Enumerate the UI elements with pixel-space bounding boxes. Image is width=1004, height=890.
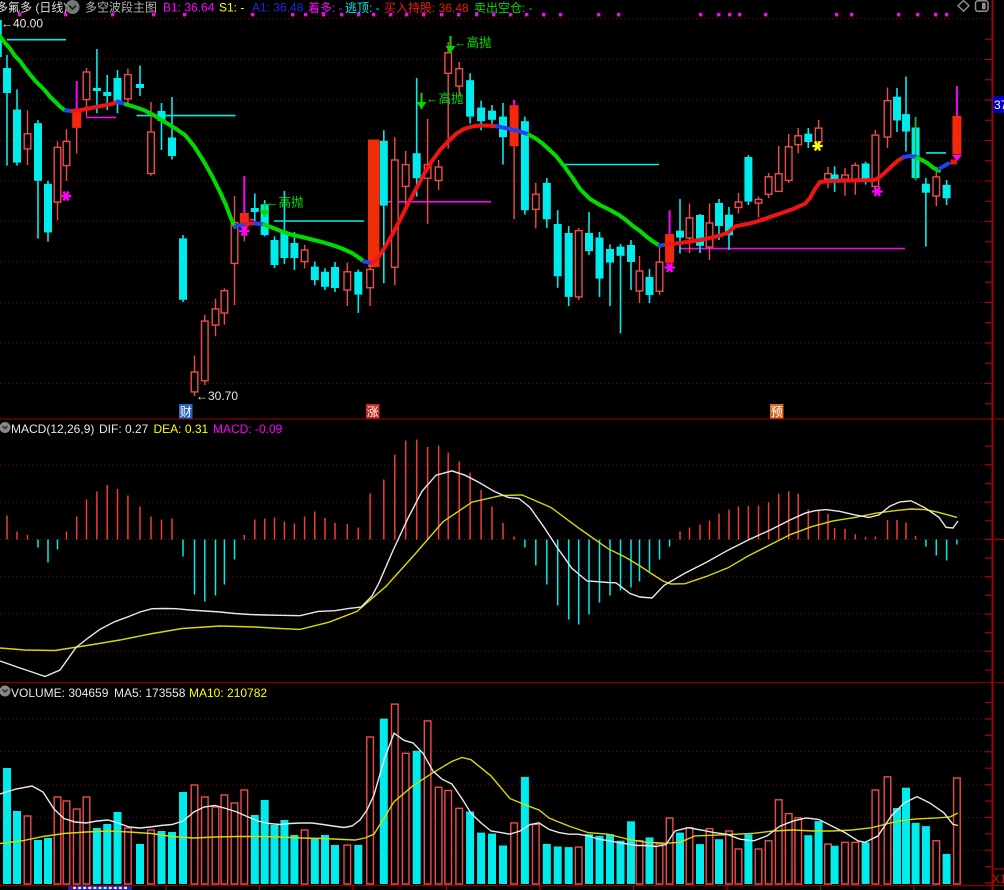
svg-text:←高抛: ←高抛 xyxy=(426,91,464,106)
svg-text:B1: 36.64: B1: 36.64 xyxy=(163,1,215,15)
svg-text:←30.70: ←30.70 xyxy=(196,389,238,403)
svg-text:多氟多 (日线): 多氟多 (日线) xyxy=(0,1,67,15)
svg-text:DEA: 0.31: DEA: 0.31 xyxy=(154,422,209,436)
svg-text:MACD(12,26,9): MACD(12,26,9) xyxy=(11,422,94,436)
svg-text:DIF: 0.27: DIF: 0.27 xyxy=(99,422,149,436)
svg-text:着多: -: 着多: - xyxy=(308,0,343,15)
svg-text:预: 预 xyxy=(771,405,783,419)
svg-text:S1: -: S1: - xyxy=(219,1,244,15)
svg-text:37: 37 xyxy=(994,98,1004,112)
svg-text:涨: 涨 xyxy=(367,404,379,419)
svg-text:MACD: -0.09: MACD: -0.09 xyxy=(213,422,283,436)
svg-text:A1: 36.48: A1: 36.48 xyxy=(252,1,304,15)
svg-text:逃顶: -: 逃顶: - xyxy=(345,1,380,15)
svg-text:←高抛: ←高抛 xyxy=(454,35,492,50)
svg-text:财: 财 xyxy=(180,405,192,419)
svg-text:←40.00: ←40.00 xyxy=(1,17,43,31)
svg-text:买入持股: 36.48: 买入持股: 36.48 xyxy=(384,0,469,15)
svg-text:MA10: 210782: MA10: 210782 xyxy=(189,686,267,700)
svg-text:←高抛: ←高抛 xyxy=(266,195,304,210)
svg-text:VOLUME: 304659: VOLUME: 304659 xyxy=(11,686,109,700)
svg-text:MA5: 173558: MA5: 173558 xyxy=(114,686,186,700)
svg-text:多空波段主图: 多空波段主图 xyxy=(85,0,157,15)
svg-text:卖出空仓: -: 卖出空仓: - xyxy=(474,1,533,15)
svg-text:X1: X1 xyxy=(992,872,1004,886)
